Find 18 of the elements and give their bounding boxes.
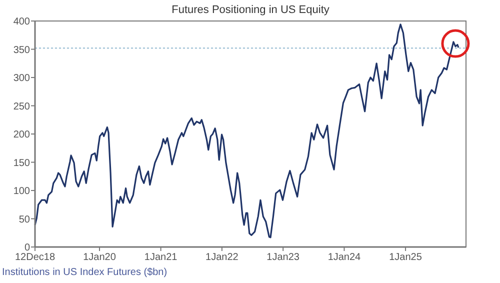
x-tick-label: 1Jan24 bbox=[328, 252, 362, 263]
x-tick-label: 1Jan25 bbox=[389, 252, 422, 263]
y-tick-label: 400 bbox=[13, 16, 30, 28]
x-tick-label: 1Jan21 bbox=[144, 252, 178, 263]
y-tick-label: 50 bbox=[18, 214, 30, 226]
y-tick-label: 300 bbox=[13, 73, 30, 84]
x-tick-label: 1Jan23 bbox=[266, 252, 300, 263]
y-tick-label: 150 bbox=[13, 158, 30, 169]
x-tick-label: 1Jan20 bbox=[83, 252, 116, 263]
x-tick-label: 12Dec18 bbox=[14, 252, 56, 263]
y-tick-label: 100 bbox=[13, 186, 30, 197]
y-tick-label: 250 bbox=[13, 101, 30, 112]
y-tick-label: 350 bbox=[13, 44, 30, 56]
x-tick-label: 1Jan22 bbox=[206, 252, 239, 263]
y-tick-label: 0 bbox=[24, 242, 30, 254]
y-tick-label: 200 bbox=[13, 130, 30, 140]
text: Institutions in US Index Futures ($bn) bbox=[2, 267, 168, 278]
chart-title: Futures Positioning in US Equity bbox=[172, 4, 330, 16]
